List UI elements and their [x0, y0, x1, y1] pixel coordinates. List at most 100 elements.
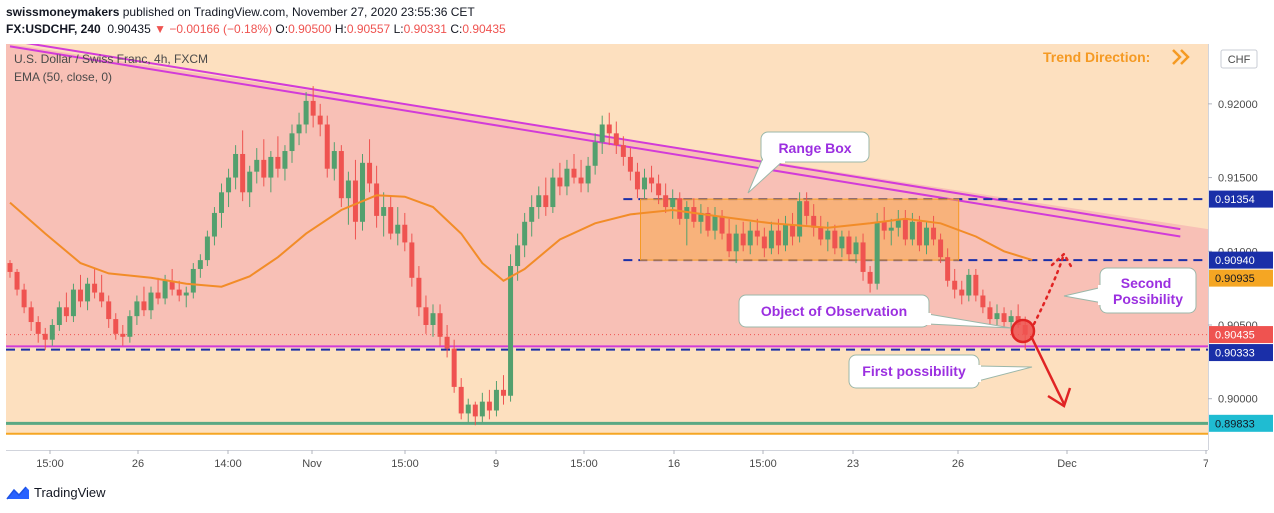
callout-range-box[interactable]: Range Box [747, 131, 870, 194]
candle[interactable] [557, 162, 563, 196]
price-tag[interactable]: 0.90935 [1209, 269, 1273, 287]
candle[interactable] [282, 145, 288, 181]
candle[interactable] [987, 301, 993, 325]
candle[interactable] [21, 283, 27, 314]
candle[interactable] [240, 130, 246, 202]
candle[interactable] [670, 189, 676, 219]
candle[interactable] [677, 192, 683, 225]
candle[interactable] [155, 277, 161, 305]
candle[interactable] [916, 215, 922, 252]
candle[interactable] [289, 124, 295, 163]
candle[interactable] [881, 207, 887, 240]
candle[interactable] [719, 209, 725, 240]
candle[interactable] [254, 148, 260, 184]
candle[interactable] [627, 148, 633, 181]
candle[interactable] [465, 398, 471, 423]
candle[interactable] [966, 268, 972, 302]
candle[interactable] [902, 209, 908, 246]
candle[interactable] [381, 192, 387, 237]
candle[interactable] [388, 195, 394, 240]
candle[interactable] [543, 177, 549, 216]
candle[interactable] [578, 159, 584, 193]
candle[interactable] [994, 304, 1000, 325]
callout-second[interactable]: Second Possibility [1063, 267, 1197, 314]
candle[interactable] [402, 212, 408, 252]
candle[interactable] [952, 268, 958, 299]
candle[interactable] [606, 112, 612, 146]
candle[interactable] [219, 183, 224, 228]
candle[interactable] [853, 236, 859, 264]
candle[interactable] [945, 248, 951, 287]
candle[interactable] [790, 212, 796, 246]
candle[interactable] [818, 215, 824, 246]
candle[interactable] [28, 301, 34, 331]
time-axis[interactable]: 15:00 26 14:00 Nov 15:00 9 15:00 16 15:00 23 26 Dec… [6, 450, 1208, 476]
ema-line[interactable] [9, 194, 1033, 288]
candle[interactable] [268, 151, 274, 193]
candle[interactable] [374, 165, 380, 228]
candle[interactable] [183, 286, 189, 308]
candle[interactable] [663, 183, 669, 213]
candle[interactable] [148, 286, 154, 320]
candle[interactable] [247, 165, 253, 208]
candle[interactable] [78, 274, 83, 308]
candle[interactable] [733, 224, 739, 264]
candle[interactable] [176, 280, 182, 302]
candle[interactable] [233, 145, 239, 190]
candle[interactable] [783, 215, 788, 252]
candle[interactable] [56, 301, 62, 331]
candle[interactable] [451, 339, 457, 393]
candle[interactable] [338, 145, 344, 208]
candle[interactable] [536, 186, 542, 219]
candle[interactable] [564, 159, 570, 196]
candle[interactable] [959, 280, 965, 305]
candle[interactable] [649, 165, 655, 193]
candle[interactable] [106, 295, 112, 328]
candle[interactable] [437, 304, 443, 346]
candle[interactable] [472, 401, 478, 426]
candle[interactable] [352, 159, 358, 240]
candle[interactable] [931, 215, 937, 246]
candle[interactable] [656, 174, 662, 205]
candle[interactable] [613, 121, 619, 154]
candle[interactable] [867, 266, 873, 293]
candle[interactable] [973, 268, 979, 302]
price-tag[interactable]: 0.91354 [1209, 190, 1273, 208]
candle[interactable] [430, 304, 436, 337]
candle[interactable] [127, 310, 133, 343]
candle[interactable] [980, 289, 986, 314]
candle[interactable] [747, 221, 753, 255]
candle[interactable] [275, 136, 281, 178]
candle[interactable] [592, 133, 598, 175]
candle[interactable] [811, 204, 817, 237]
candle[interactable] [92, 268, 98, 299]
candle[interactable] [310, 86, 316, 128]
candle[interactable] [705, 207, 711, 237]
candle[interactable] [493, 381, 499, 417]
callout-first[interactable]: First possibility [848, 354, 1033, 389]
candle[interactable] [1001, 307, 1007, 328]
price-tag[interactable]: 0.90333 [1209, 344, 1273, 362]
candle[interactable] [211, 207, 217, 246]
candle[interactable] [120, 324, 126, 346]
candle[interactable] [360, 153, 365, 231]
candle[interactable] [888, 218, 894, 246]
candle[interactable] [317, 103, 323, 137]
candle[interactable] [261, 139, 267, 187]
candle[interactable] [423, 295, 429, 334]
candle[interactable] [416, 266, 422, 317]
price-tag[interactable]: 0.90940 [1209, 251, 1273, 269]
candle[interactable] [226, 168, 232, 208]
candle[interactable] [620, 136, 626, 166]
candle[interactable] [458, 378, 464, 420]
candle[interactable] [585, 156, 591, 193]
candle[interactable] [367, 139, 373, 193]
candle[interactable] [712, 207, 718, 240]
author-name[interactable]: swissmoneymakers [6, 5, 120, 19]
candle[interactable] [141, 286, 147, 317]
candle[interactable] [522, 212, 528, 258]
candle[interactable] [345, 171, 351, 225]
price-chart[interactable]: U.S. Dollar / Swiss Franc, 4h, FXCM EMA … [6, 44, 1208, 450]
candle[interactable] [444, 324, 450, 358]
